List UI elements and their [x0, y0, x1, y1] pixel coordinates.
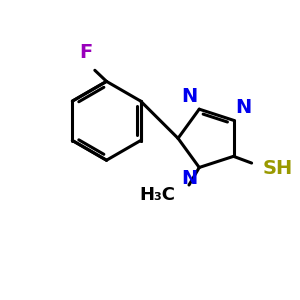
Text: N: N — [182, 87, 198, 106]
Text: H₃C: H₃C — [140, 186, 176, 204]
Text: SH: SH — [263, 158, 293, 178]
Text: N: N — [182, 169, 198, 188]
Text: F: F — [80, 44, 93, 62]
Text: N: N — [235, 98, 251, 117]
